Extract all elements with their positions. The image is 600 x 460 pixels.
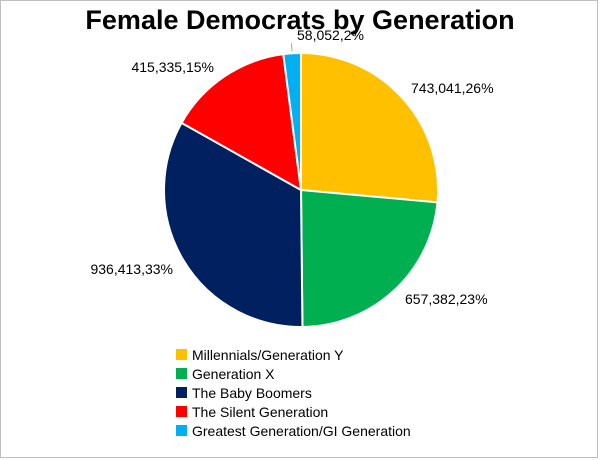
legend-swatch [176,425,187,436]
legend-item: The Silent Generation [176,402,411,421]
pie-slice [282,51,302,191]
legend: Millennials/Generation Y Generation X Th… [176,345,411,440]
legend-label: The Silent Generation [192,403,329,420]
legend-item: Millennials/Generation Y [176,345,411,364]
legend-swatch [176,349,187,360]
legend-item: The Baby Boomers [176,383,411,402]
legend-item: Greatest Generation/GI Generation [176,421,411,440]
legend-label: Millennials/Generation Y [192,346,344,363]
legend-swatch [176,368,187,379]
legend-swatch [176,387,187,398]
data-label: 657,382,23% [405,291,488,307]
legend-label: The Baby Boomers [192,384,312,401]
data-label: 936,413,33% [90,261,173,277]
chart-title: Female Democrats by Generation [85,5,515,35]
legend-swatch [176,406,187,417]
leader-line [290,43,293,52]
legend-label: Generation X [192,365,275,382]
pie-slice [180,53,303,192]
data-label: 415,335,15% [131,59,214,75]
legend-item: Generation X [176,364,411,383]
pie-slice [163,121,304,328]
pie-slice [300,51,439,204]
legend-label: Greatest Generation/GI Generation [192,422,411,439]
pie-slice [299,188,439,329]
data-label: 743,041,26% [411,80,494,96]
data-label: 58,052,2% [297,27,364,43]
